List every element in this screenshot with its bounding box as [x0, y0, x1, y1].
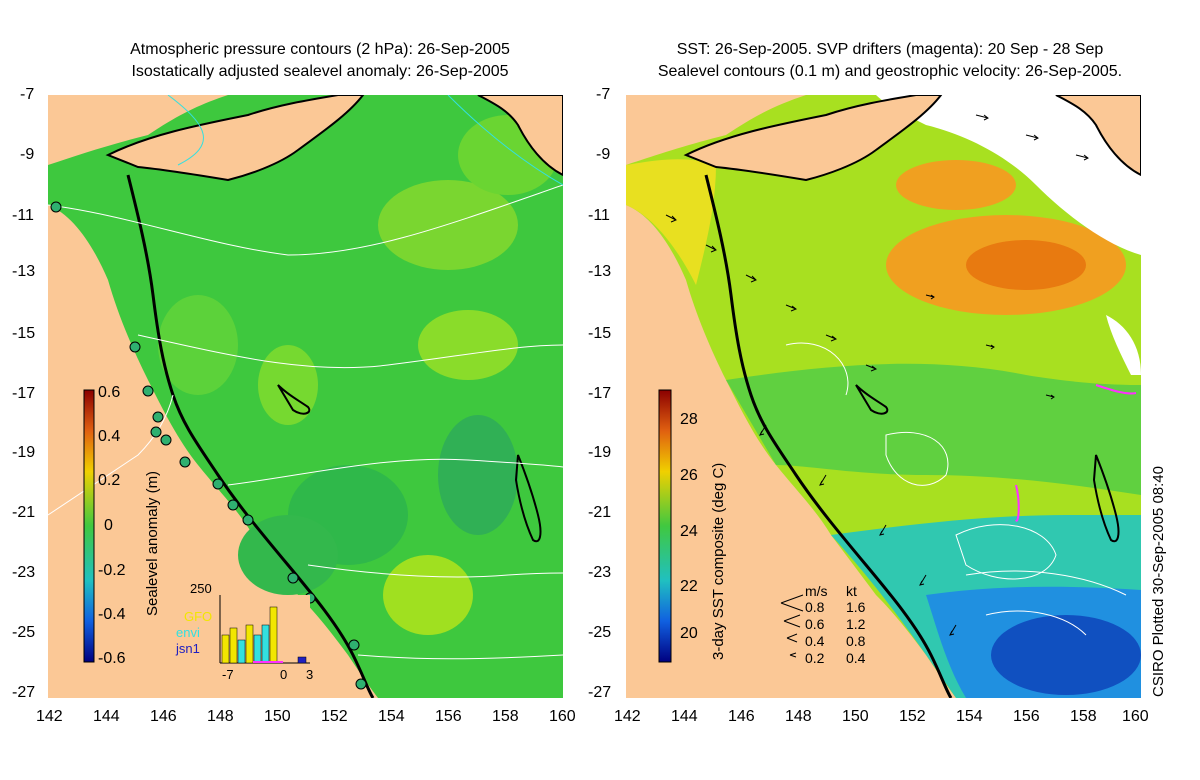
right-lon-tick-3: 146 [728, 708, 755, 725]
right-lat-tick-7: -19 [588, 444, 612, 461]
inset-legend-envi: envi [176, 625, 200, 640]
left-title-line2: Isostatically adjusted sealevel anomaly:… [131, 63, 509, 80]
right-lon-tick-9: 158 [1070, 708, 1097, 725]
vel-legend-row1-ms: 0.8 [805, 599, 825, 615]
sst-cbar-tick-2: 26 [680, 467, 698, 484]
right-title-line2: Sealevel contours (0.1 m) and geostrophi… [657, 63, 1123, 80]
right-lat-tick-5: -15 [588, 325, 612, 342]
left-lat-tick-11: -27 [12, 684, 36, 701]
inset-xtick-2: 0 [280, 667, 288, 682]
inset-legend-gfo: GFO [184, 609, 213, 624]
vel-legend-row1-kt: 1.6 [846, 599, 866, 615]
vel-legend-row2-kt: 1.2 [846, 616, 866, 632]
right-lon-tick-8: 156 [1013, 708, 1040, 725]
inset-ymax-label: 250 [190, 581, 212, 596]
right-lat-tick-4: -13 [588, 263, 612, 280]
right-lat-tick-8: -21 [588, 504, 612, 521]
left-lat-tick-1: -7 [20, 86, 35, 103]
sst-colorbar-label: 3-day SST composite (deg C) [710, 462, 727, 660]
left-lat-tick-10: -25 [12, 624, 36, 641]
inset-legend-jsn1: jsn1 [176, 641, 200, 656]
left-lon-tick-8: 156 [435, 708, 462, 725]
vel-legend-row2-ms: 0.6 [805, 616, 825, 632]
left-lat-tick-5: -15 [12, 325, 36, 342]
vel-legend-row4-ms: 0.2 [805, 650, 825, 666]
right-lon-tick-7: 154 [956, 708, 983, 725]
right-lat-tick-9: -23 [588, 564, 612, 581]
right-lon-tick-1: 142 [614, 708, 641, 725]
sla-cbar-tick-3: 0.2 [98, 472, 121, 489]
left-lat-tick-9: -23 [12, 564, 36, 581]
left-lon-tick-1: 142 [36, 708, 63, 725]
sst-map-svg [626, 95, 1141, 698]
sst-map [626, 95, 1141, 698]
left-lat-tick-3: -11 [12, 207, 34, 224]
sst-cbar-tick-4: 22 [680, 578, 698, 595]
right-lon-tick-10: 160 [1122, 708, 1149, 725]
csiro-plotted-note: CSIRO Plotted 30-Sep-2005 08:40 [1150, 466, 1167, 697]
sla-cbar-tick-4: 0 [104, 517, 113, 534]
sealevel-anomaly-map [48, 95, 563, 698]
right-lon-tick-2: 144 [671, 708, 698, 725]
right-lon-tick-4: 148 [785, 708, 812, 725]
inset-xtick-3: 3 [306, 667, 314, 682]
left-lon-tick-6: 152 [321, 708, 348, 725]
left-lat-tick-2: -9 [20, 146, 35, 163]
left-lon-tick-9: 158 [492, 708, 519, 725]
left-title-line1: Atmospheric pressure contours (2 hPa): 2… [130, 41, 510, 58]
left-lon-tick-3: 146 [150, 708, 177, 725]
right-lat-tick-10: -25 [588, 624, 612, 641]
left-lon-tick-7: 154 [378, 708, 405, 725]
sla-cbar-tick-7: -0.6 [98, 650, 126, 667]
left-lat-tick-4: -13 [12, 263, 36, 280]
sla-cbar-tick-5: -0.2 [98, 562, 126, 579]
left-lat-tick-6: -17 [12, 385, 36, 402]
vel-legend-row3-kt: 0.8 [846, 633, 866, 649]
right-lat-tick-3: -11 [588, 207, 610, 224]
right-lat-tick-1: -7 [596, 86, 611, 103]
left-lon-tick-10: 160 [549, 708, 576, 725]
sst-cbar-tick-3: 24 [680, 523, 698, 540]
left-lat-tick-8: -21 [12, 504, 36, 521]
left-lon-tick-4: 148 [207, 708, 234, 725]
right-lon-tick-6: 152 [899, 708, 926, 725]
vel-legend-row3-ms: 0.4 [805, 633, 825, 649]
left-lon-tick-2: 144 [93, 708, 120, 725]
inset-xtick-1: -7 [222, 667, 234, 682]
right-lat-tick-2: -9 [596, 146, 611, 163]
sst-cbar-tick-1: 28 [680, 411, 698, 428]
sla-cbar-tick-1: 0.6 [98, 384, 121, 401]
sla-colorbar-label: Sealevel anomaly (m) [144, 470, 161, 616]
right-lat-tick-11: -27 [588, 684, 612, 701]
left-lat-tick-7: -19 [12, 444, 36, 461]
left-lon-tick-5: 150 [264, 708, 291, 725]
vel-legend-row4-kt: 0.4 [846, 650, 866, 666]
right-lon-tick-5: 150 [842, 708, 869, 725]
vel-legend-header-ms: m/s [805, 583, 828, 599]
vel-legend-header-kt: kt [846, 583, 857, 599]
sealevel-map-svg [48, 95, 563, 698]
sla-cbar-tick-6: -0.4 [98, 606, 126, 623]
right-lat-tick-6: -17 [588, 385, 612, 402]
right-title-line1: SST: 26-Sep-2005. SVP drifters (magenta)… [676, 41, 1104, 58]
sla-cbar-tick-2: 0.4 [98, 428, 121, 445]
sst-cbar-tick-5: 20 [680, 625, 698, 642]
